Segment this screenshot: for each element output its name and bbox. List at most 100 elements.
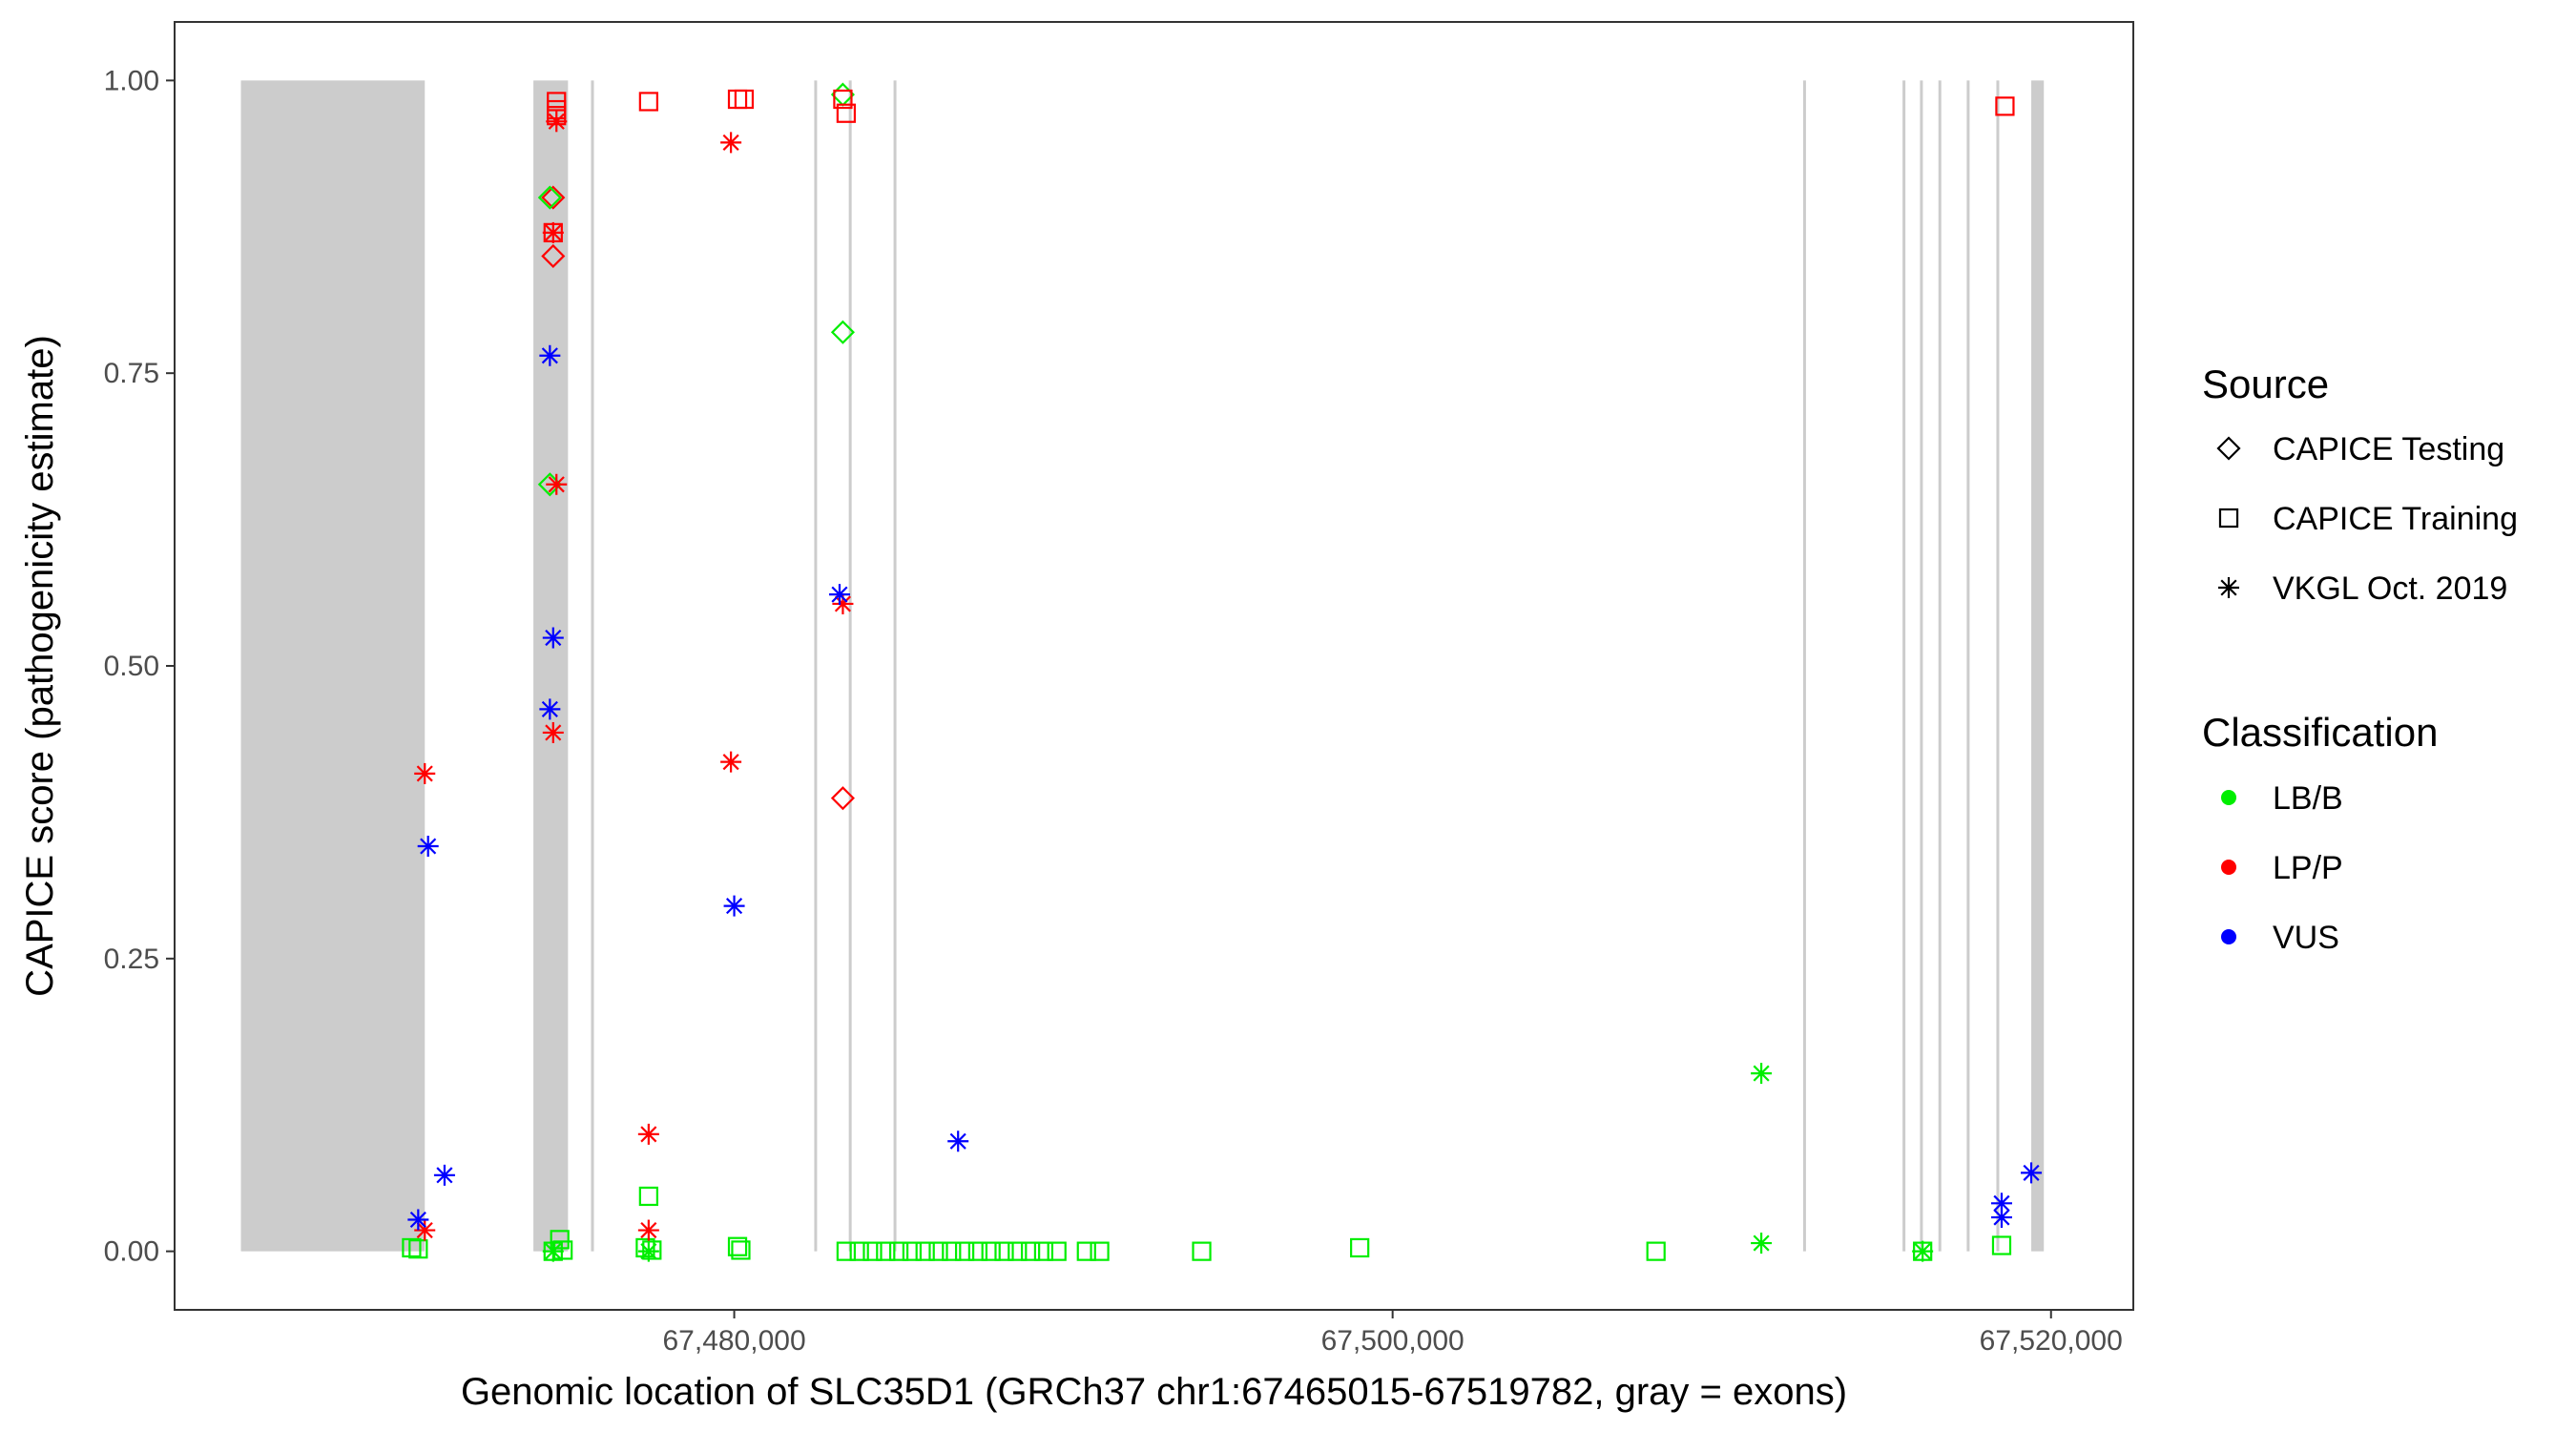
data-point-58 [637, 1219, 659, 1241]
legend-swatch-1 [2221, 860, 2236, 875]
data-point-65 [539, 344, 561, 366]
data-point-72 [1990, 1207, 2012, 1229]
exon-band-2 [591, 80, 594, 1252]
data-point-23 [635, 1237, 655, 1258]
legend-swatch-2 [2221, 929, 2236, 944]
legend-key-vkgl [2218, 577, 2239, 598]
legend-label-testing: CAPICE Testing [2273, 431, 2504, 467]
x-axis: 67,480,000 67,500,000 67,520,000 [662, 1310, 2123, 1357]
data-point-67 [539, 698, 561, 720]
exon-band-11 [1996, 80, 2000, 1252]
data-point-35 [942, 1241, 962, 1261]
legend-label-training: CAPICE Training [2273, 501, 2518, 537]
data-point-36 [954, 1241, 975, 1261]
data-point-69 [828, 584, 850, 606]
data-point-50 [1991, 1235, 2012, 1255]
y-tick-label-2: 0.50 [104, 651, 159, 682]
data-point-39 [994, 1241, 1014, 1261]
data-point-33 [915, 1241, 935, 1261]
data-point-75 [637, 1240, 659, 1262]
y-tick-label-0: 0.00 [104, 1236, 159, 1268]
exon-band-6 [1802, 80, 1806, 1252]
data-point-18 [408, 1239, 428, 1259]
legend-swatch-0 [2221, 790, 2236, 805]
y-tick-label-4: 1.00 [104, 65, 159, 96]
data-point-6 [830, 786, 855, 811]
data-point-54 [542, 221, 564, 243]
data-point-64 [433, 1164, 455, 1186]
data-point-20 [550, 1230, 570, 1250]
data-point-25 [727, 1236, 748, 1256]
exon-band-12 [2031, 80, 2045, 1252]
data-point-0 [541, 185, 566, 210]
exon-band-8 [1920, 80, 1923, 1252]
data-point-2 [537, 185, 562, 210]
data-point-44 [1076, 1241, 1096, 1261]
data-point-62 [417, 836, 439, 857]
data-point-56 [542, 721, 564, 743]
data-point-16 [1995, 96, 2015, 116]
data-point-27 [836, 1241, 857, 1261]
data-point-34 [928, 1241, 948, 1261]
data-point-32 [902, 1241, 923, 1261]
data-point-11 [638, 92, 658, 112]
exon-bands [240, 80, 2045, 1252]
data-point-26 [731, 1240, 751, 1260]
data-point-30 [876, 1241, 896, 1261]
data-point-53 [546, 111, 568, 133]
data-point-14 [833, 89, 853, 110]
data-point-73 [2021, 1162, 2043, 1184]
exon-band-1 [533, 80, 569, 1252]
x-axis-title: Genomic location of SLC35D1 (GRCh37 chr1… [461, 1371, 1847, 1413]
data-point-42 [1033, 1241, 1054, 1261]
exon-band-3 [814, 80, 818, 1252]
data-point-66 [542, 627, 564, 649]
data-point-37 [967, 1241, 988, 1261]
data-point-76 [1751, 1063, 1773, 1085]
data-point-41 [1020, 1241, 1041, 1261]
y-tick-label-1: 0.25 [104, 944, 159, 975]
data-point-78 [1912, 1240, 1934, 1262]
y-tick-label-3: 0.75 [104, 358, 159, 389]
data-point-68 [723, 895, 745, 917]
data-point-46 [1192, 1241, 1212, 1261]
data-point-70 [947, 1130, 969, 1152]
x-tick-label-0: 67,480,000 [662, 1325, 805, 1357]
data-point-29 [862, 1241, 883, 1261]
exon-band-5 [893, 80, 897, 1252]
exon-band-10 [1966, 80, 1970, 1252]
data-point-57 [637, 1123, 659, 1145]
data-point-5 [830, 320, 855, 344]
data-point-74 [542, 1240, 564, 1262]
legend-label-vkgl: VKGL Oct. 2019 [2273, 570, 2507, 607]
y-axis: 0.00 0.25 0.50 0.75 1.00 [104, 65, 175, 1268]
data-points [402, 82, 2043, 1262]
legend-key-testing [2216, 436, 2241, 461]
legend-class-label-0: LB/B [2273, 780, 2343, 817]
data-point-52 [414, 1219, 436, 1241]
data-point-55 [546, 473, 568, 495]
data-point-38 [981, 1241, 1001, 1261]
data-point-60 [720, 751, 742, 773]
data-point-15 [836, 103, 857, 123]
legend-class-label-1: LP/P [2273, 850, 2343, 886]
data-point-48 [1646, 1241, 1666, 1261]
legend-class-label-2: VUS [2273, 920, 2339, 956]
data-point-13 [734, 89, 755, 110]
data-point-51 [414, 762, 436, 784]
legend-source: Source CAPICE Testing CAPICE Training VKGL… [2202, 362, 2518, 607]
plot-area [174, 21, 2134, 1311]
y-axis-title: CAPICE score (pathogenicity estimate) [19, 335, 61, 997]
data-point-59 [720, 132, 742, 154]
legend-classification-title: Classification [2202, 710, 2438, 755]
legend-key-training [2218, 508, 2239, 529]
data-point-77 [1751, 1233, 1773, 1255]
data-point-63 [407, 1209, 429, 1231]
data-point-1 [541, 243, 566, 269]
data-point-31 [888, 1241, 909, 1261]
data-point-45 [1090, 1241, 1110, 1261]
data-point-61 [832, 592, 854, 614]
data-point-24 [642, 1240, 662, 1260]
